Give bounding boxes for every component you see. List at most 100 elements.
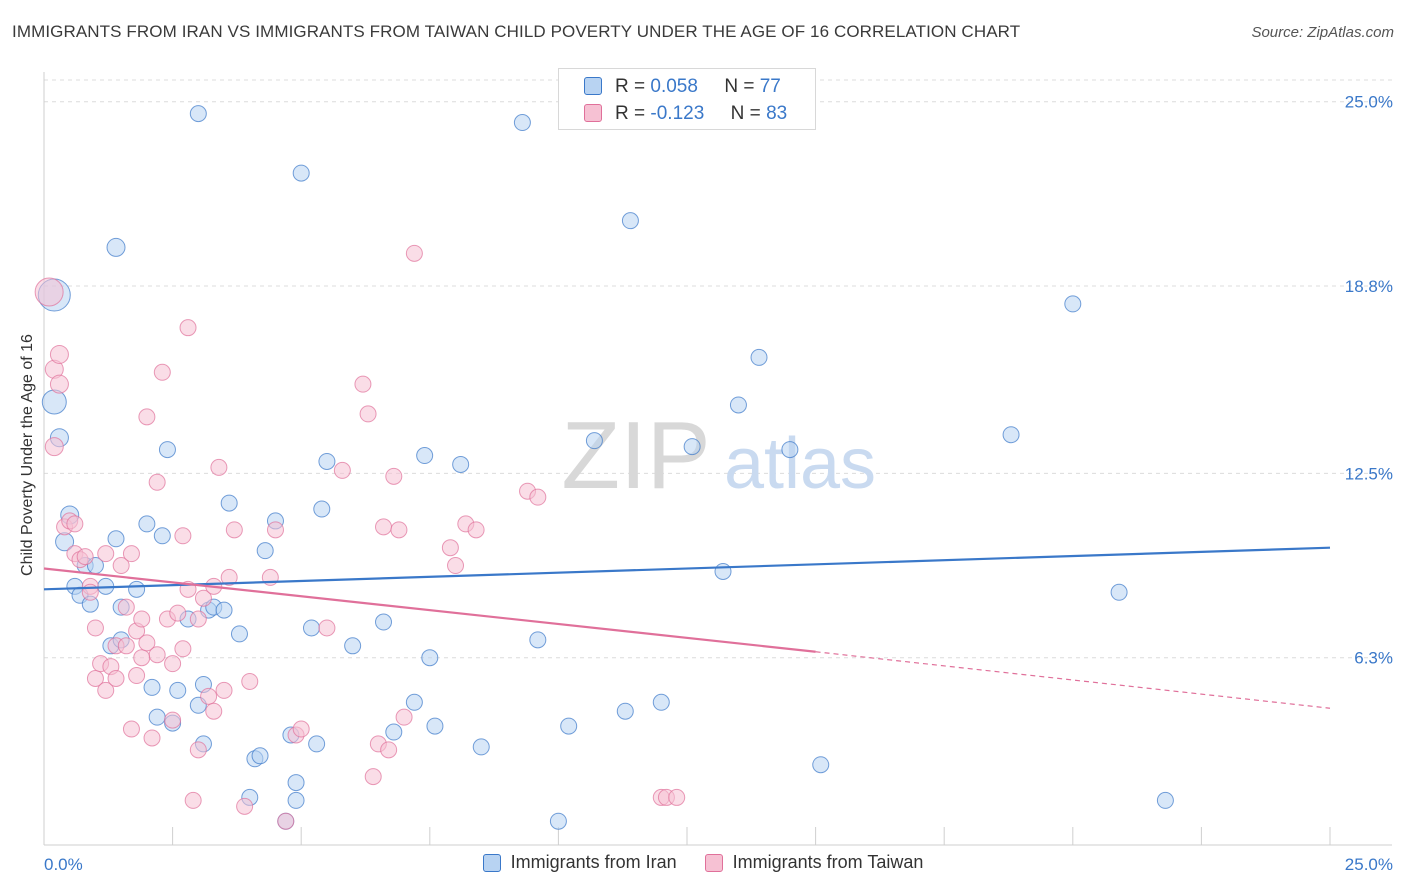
point-iran (781, 441, 799, 459)
chart-title: IMMIGRANTS FROM IRAN VS IMMIGRANTS FROM … (12, 22, 1021, 41)
point-taiwan (49, 374, 69, 394)
point-iran (812, 756, 830, 774)
point-iran (189, 105, 207, 123)
point-iran (1156, 791, 1174, 809)
point-taiwan (333, 461, 351, 479)
point-taiwan (122, 720, 140, 738)
legend-swatch-taiwan (704, 853, 723, 872)
point-taiwan (292, 720, 310, 738)
axes (43, 72, 1392, 846)
legend-label-taiwan: Immigrants from Taiwan (732, 852, 924, 872)
point-iran (251, 747, 269, 765)
stats-swatch-iran (584, 77, 602, 95)
point-taiwan (359, 405, 377, 423)
watermark-atlas: atlas (724, 424, 876, 504)
point-iran (107, 530, 125, 548)
point-taiwan (194, 589, 212, 607)
point-iran (452, 455, 470, 473)
point-taiwan (34, 277, 64, 307)
point-taiwan (266, 521, 284, 539)
point-taiwan (220, 568, 238, 586)
legend-swatch-iran (482, 853, 501, 872)
point-iran (616, 702, 634, 720)
point-iran (256, 542, 274, 560)
point-iran (313, 500, 331, 518)
stats-swatch-taiwan (584, 104, 602, 122)
point-taiwan (107, 670, 125, 688)
point-iran (560, 717, 578, 735)
point-taiwan (97, 681, 115, 699)
point-iran (729, 396, 747, 414)
legend-item-taiwan[interactable]: Immigrants from Taiwan (704, 852, 924, 873)
stats-text-iran: R = 0.058 N = 77 (615, 76, 781, 98)
y-tick-label: 12.5% (1345, 464, 1393, 483)
point-taiwan (133, 649, 151, 667)
point-iran (158, 441, 176, 459)
point-iran (375, 613, 393, 631)
point-taiwan (148, 646, 166, 664)
point-iran (41, 389, 67, 415)
point-taiwan (318, 619, 336, 637)
point-iran (128, 580, 146, 598)
trend-line-iran (43, 546, 1331, 591)
point-taiwan (385, 467, 403, 485)
n-value-taiwan: 83 (766, 103, 788, 124)
point-iran (318, 452, 336, 470)
point-taiwan (241, 672, 259, 690)
point-taiwan (169, 604, 187, 622)
point-taiwan (117, 598, 135, 616)
point-taiwan (364, 768, 382, 786)
trend-line-taiwan-extension (815, 651, 1331, 709)
point-iran (513, 114, 531, 132)
point-taiwan (205, 702, 223, 720)
trend-line-taiwan (43, 567, 816, 653)
point-iran (385, 723, 403, 741)
point-taiwan (164, 655, 182, 673)
point-taiwan (138, 634, 156, 652)
point-taiwan (184, 791, 202, 809)
tick-labels: 6.3% 12.5% 18.8% 25.0% 0.0% 25.0% (44, 93, 1393, 874)
point-taiwan (76, 548, 94, 566)
series-taiwan-points (34, 244, 686, 830)
point-iran (683, 438, 701, 456)
point-iran (292, 164, 310, 182)
point-taiwan (66, 515, 84, 533)
point-taiwan (447, 557, 465, 575)
point-taiwan (86, 619, 104, 637)
stats-row-taiwan: R = -0.123 N = 83 (584, 100, 788, 128)
point-iran (153, 527, 171, 545)
point-iran (169, 681, 187, 699)
point-iran (106, 237, 126, 257)
point-iran (416, 447, 434, 465)
r-label-taiwan: R = (615, 103, 646, 124)
stats-row-iran: R = 0.058 N = 77 (584, 73, 781, 101)
point-taiwan (97, 545, 115, 563)
point-taiwan (354, 375, 372, 393)
n-label-taiwan: N = (730, 103, 761, 124)
r-value-taiwan: -0.123 (650, 103, 705, 124)
point-iran (714, 562, 732, 580)
point-taiwan (122, 545, 140, 563)
point-iran (220, 494, 238, 512)
point-taiwan (148, 473, 166, 491)
point-taiwan (138, 408, 156, 426)
point-iran (1064, 295, 1082, 313)
trend-lines (43, 546, 1331, 709)
watermark-zip: ZIP (561, 402, 710, 509)
point-taiwan (236, 797, 254, 815)
point-taiwan (395, 708, 413, 726)
point-taiwan (128, 667, 146, 685)
point-taiwan (668, 788, 686, 806)
point-taiwan (44, 437, 64, 457)
point-iran (230, 625, 248, 643)
stats-legend: R = 0.058 N = 77 R = -0.123 N = 83 (558, 68, 816, 130)
point-taiwan (405, 244, 423, 262)
point-taiwan (133, 610, 151, 628)
point-taiwan (225, 521, 243, 539)
watermark: ZIP atlas (561, 402, 876, 509)
point-taiwan (200, 687, 218, 705)
legend-item-iran[interactable]: Immigrants from Iran (482, 852, 677, 873)
point-taiwan (174, 640, 192, 658)
source-label: Source: ZipAtlas.com (1251, 24, 1394, 41)
